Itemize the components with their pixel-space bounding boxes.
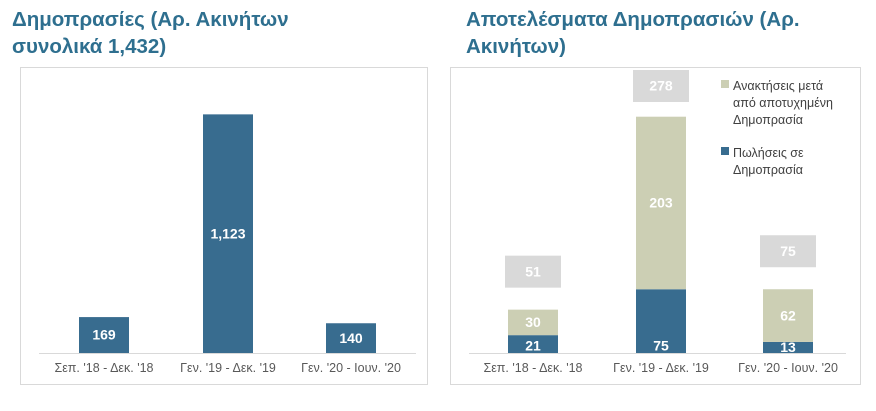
- bar-sales-0: [508, 335, 558, 353]
- auction-results-chart-panel: 21 30 51 Σεπ. '18 - Δεκ. '18 75 203 278 Γεν. '1…: [450, 67, 861, 385]
- bar-recoveries-2: [763, 289, 813, 342]
- bar-recoveries-0: [508, 309, 558, 336]
- total-box-1: [633, 70, 689, 102]
- total-value-label: 51: [525, 263, 541, 279]
- bar-sales-1: [636, 289, 686, 353]
- left-chart-title: Δημοπρασίες (Αρ. Ακινήτων συνολικά 1,432…: [12, 8, 289, 58]
- bar-recoveries-1: [636, 116, 686, 290]
- bar-value-label: 169: [92, 327, 116, 343]
- sales-value-label: 75: [653, 338, 669, 354]
- legend-text: Πωλήσεις σε: [733, 146, 804, 160]
- total-value-label: 75: [780, 243, 796, 259]
- legend-swatch-0: [721, 80, 729, 88]
- legend-text: Ανακτήσεις μετά: [733, 79, 823, 93]
- bar-sales-2: [763, 341, 813, 353]
- auctions-bar-chart: 169 Σεπ. '18 - Δεκ. '18 1,123 Γεν. '19 - Δε…: [39, 114, 416, 375]
- legend-swatch-1: [721, 147, 729, 155]
- auctions-chart-panel: 169 Σεπ. '18 - Δεκ. '18 1,123 Γεν. '19 - Δε…: [20, 67, 428, 385]
- total-box-0: [505, 255, 561, 288]
- bar-2: [326, 323, 376, 353]
- x-tick-label: Γεν. '19 - Δεκ. '19: [613, 361, 709, 375]
- x-tick-label: Σεπ. '18 - Δεκ. '18: [484, 361, 583, 375]
- legend-text: από αποτυχημένη: [733, 96, 833, 110]
- recoveries-value-label: 203: [649, 195, 673, 211]
- recoveries-value-label: 30: [525, 314, 541, 330]
- x-tick-label: Γεν. '19 - Δεκ. '19: [180, 361, 276, 375]
- total-value-label: 278: [649, 78, 673, 94]
- x-tick-label: Σεπ. '18 - Δεκ. '18: [55, 361, 154, 375]
- right-chart-title: Αποτελέσματα Δημοπρασιών (Αρ. Ακινήτων): [466, 8, 800, 58]
- x-tick-label: Γεν. '20 - Ιουν. '20: [301, 361, 401, 375]
- sales-value-label: 13: [780, 339, 796, 355]
- bar-0: [79, 317, 129, 353]
- total-box-2: [760, 235, 816, 268]
- x-tick-label: Γεν. '20 - Ιουν. '20: [738, 361, 838, 375]
- sales-value-label: 21: [525, 338, 541, 354]
- legend-text: Δημοπρασία: [733, 113, 803, 127]
- bar-1: [203, 114, 253, 353]
- legend-text: Δημοπρασία: [733, 163, 803, 177]
- bar-value-label: 1,123: [210, 225, 245, 241]
- auction-results-stacked-chart: 21 30 51 Σεπ. '18 - Δεκ. '18 75 203 278 Γεν. '1…: [469, 70, 846, 375]
- recoveries-value-label: 62: [780, 307, 796, 323]
- bar-value-label: 140: [339, 330, 363, 346]
